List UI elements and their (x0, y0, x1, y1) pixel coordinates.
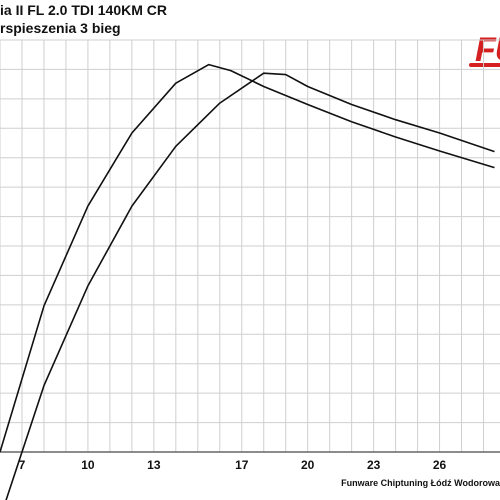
x-tick-label: 17 (235, 458, 249, 472)
grid-lines (0, 39, 500, 453)
x-tick-label: 26 (433, 458, 447, 472)
series-line-2 (5, 72, 495, 500)
x-tick-labels: 7 10 13 17 20 23 26 (19, 458, 447, 472)
x-tick-label: 20 (301, 458, 315, 472)
footer-credit: Funware Chiptuning Łódź Wodorowa (341, 478, 500, 488)
x-tick-label: 7 (19, 458, 26, 472)
x-tick-label: 23 (367, 458, 381, 472)
chart-subtitle: rspieszenia 3 bieg (0, 20, 121, 36)
x-tick-label: 13 (147, 458, 161, 472)
x-tick-label: 10 (81, 458, 95, 472)
logo-text: FU (475, 31, 500, 69)
series-layer (0, 63, 495, 500)
logo-swoosh-icon (469, 63, 500, 67)
brand-logo: FU (465, 30, 500, 70)
series-line-1 (0, 63, 495, 453)
chart-title: ia II FL 2.0 TDI 140KM CR (0, 2, 168, 18)
